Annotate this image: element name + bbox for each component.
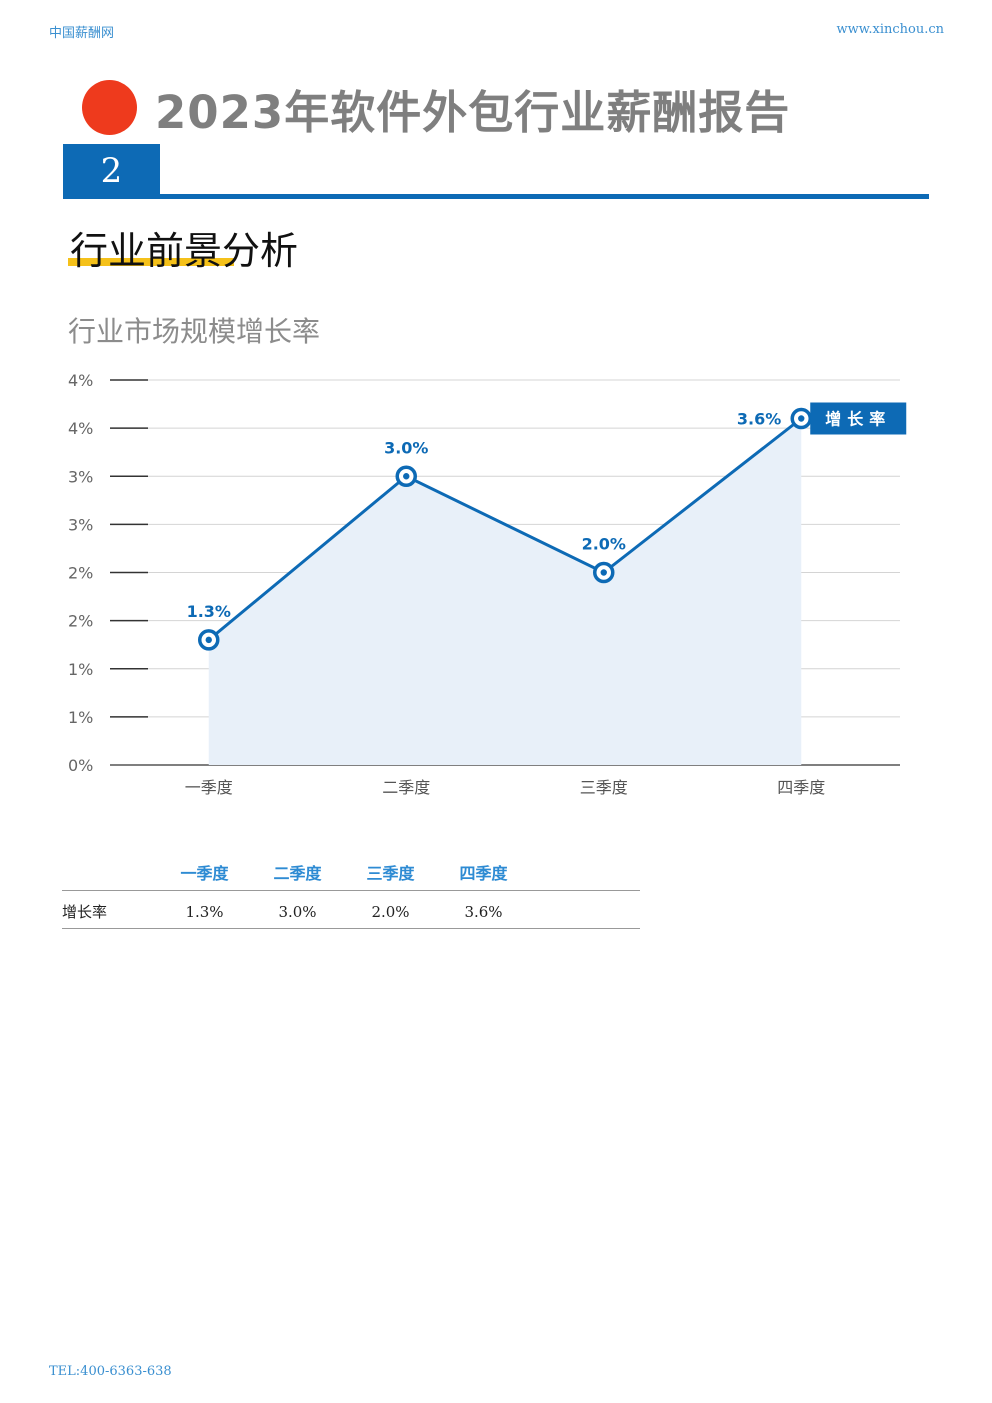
section-divider [63,194,929,199]
section-title: 行业前景分析 [70,229,299,273]
title-bullet-icon [82,80,137,135]
x-tick-label: 三季度 [580,778,628,797]
table-header-q3: 三季度 [344,856,437,891]
data-point-center [798,415,805,422]
y-tick-label: 1% [68,708,93,727]
table-cell: 1.3% [158,890,251,929]
table-header-q1: 一季度 [158,856,251,891]
series-area [208,418,802,765]
x-tick-label: 一季度 [185,778,233,797]
section-number: 2 [63,144,160,197]
data-point-center [403,473,410,480]
table-cell: 3.6% [437,890,530,929]
data-label: 3.6% [737,410,781,429]
report-title: 2023年软件外包行业薪酬报告 [155,86,791,139]
data-label: 2.0% [582,535,626,554]
chart-title: 行业市场规模增长率 [68,315,321,348]
data-label: 3.0% [384,438,428,457]
legend-box [810,402,907,435]
footer-phone: TEL:400-6363-638 [49,1364,172,1379]
growth-rate-chart: 0% 1% 1% 2% 2% 3% 3% 4% 4% 1.3% 3.0% 2.0% 3.6% 一季度 二季度… [68,371,907,797]
table-header-q4: 四季度 [437,856,530,891]
table-row-label: 增长率 [62,890,158,929]
section-title-highlight [68,258,234,266]
table-header-q2: 二季度 [251,856,344,891]
site-name: 中国薪酬网 [49,26,115,41]
data-table: 一季度 二季度 三季度 四季度 增长率 1.3% 3.0% 2.0% 3.6% [62,856,640,929]
y-tick-label: 4% [68,371,93,390]
table-header-row: 一季度 二季度 三季度 四季度 [62,856,640,891]
y-tick-label: 2% [68,612,93,631]
table-cell-spacer [530,890,640,929]
x-tick-label: 二季度 [382,778,430,797]
table-header-spacer [530,856,640,891]
y-tick-label: 3% [68,515,93,534]
table-cell: 3.0% [251,890,344,929]
data-label: 1.3% [187,602,231,621]
legend-label: 增长率 [825,410,891,429]
site-url[interactable]: www.xinchou.cn [836,22,944,37]
x-tick-label: 四季度 [777,778,825,797]
y-tick-label: 4% [68,419,93,438]
y-tick-label: 1% [68,660,93,679]
y-tick-label: 0% [68,756,93,775]
y-tick-label: 2% [68,564,93,583]
series-line [207,417,803,642]
table-cell: 2.0% [344,890,437,929]
data-point-center [600,569,607,576]
table-row: 增长率 1.3% 3.0% 2.0% 3.6% [62,890,640,929]
table-corner [62,856,158,891]
data-point-center [205,636,212,644]
y-tick-label: 3% [68,467,93,486]
